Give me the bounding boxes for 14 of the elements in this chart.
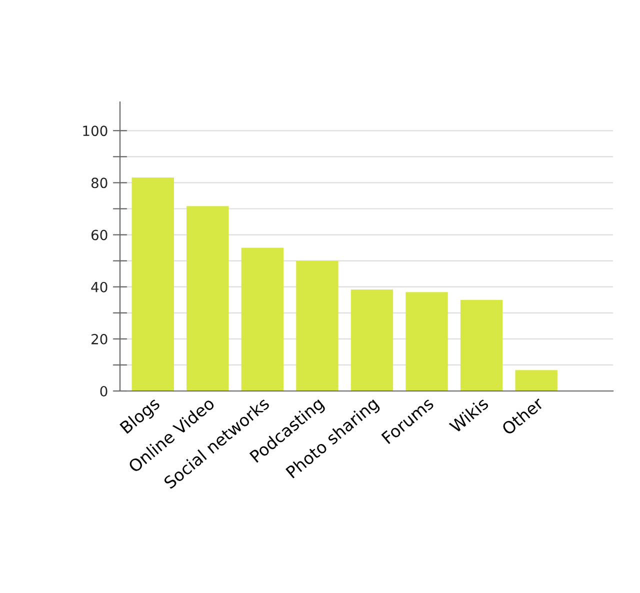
bar <box>406 292 448 391</box>
y-tick-label: 0 <box>100 386 108 396</box>
bar <box>350 289 394 391</box>
bar <box>515 370 558 391</box>
bar <box>132 178 174 391</box>
y-tick-label: 40 <box>91 282 108 292</box>
y-tick-label: 60 <box>91 230 108 240</box>
bar <box>186 206 229 391</box>
y-tick-label: 100 <box>83 126 108 136</box>
y-tick-label: 20 <box>92 334 108 344</box>
bar <box>241 248 284 391</box>
bar <box>296 260 338 391</box>
y-tick-label: 80 <box>91 178 108 188</box>
bar <box>460 300 503 391</box>
